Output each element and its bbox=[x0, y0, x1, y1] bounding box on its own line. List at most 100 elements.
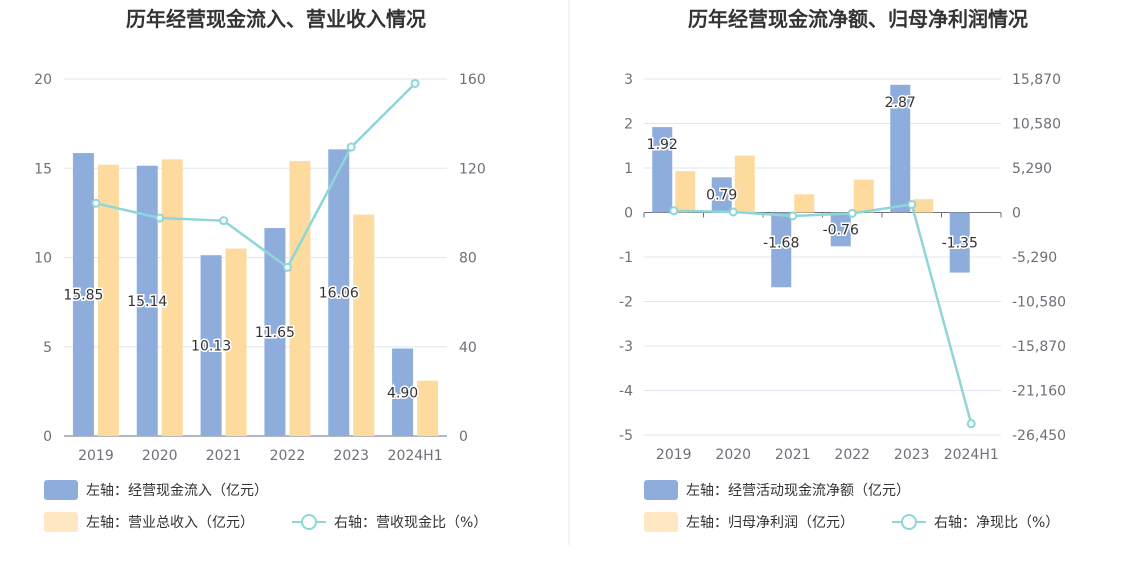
left-axis-tick-label: 10 bbox=[34, 251, 52, 267]
right-axis-tick-label: 40 bbox=[459, 340, 477, 356]
legend-item-revenue-cash-ratio[interactable]: 右轴：营收现金比（%） bbox=[292, 514, 487, 531]
legend-label-revenue-cash-ratio: 右轴：营收现金比（%） bbox=[334, 515, 487, 531]
line-point-2023[interactable] bbox=[346, 142, 356, 152]
line-point-2019[interactable] bbox=[669, 206, 679, 216]
right-axis-tick-label: 120 bbox=[459, 161, 486, 177]
x-axis-tick-label: 2019 bbox=[656, 447, 692, 463]
bar-data-label: 1.92 bbox=[647, 137, 678, 153]
x-axis-tick-label: 2023 bbox=[894, 447, 930, 463]
left-axis-tick-label: 2 bbox=[624, 117, 633, 133]
chart-right-axis-ticks: -5 -4 -3 -2 -1 0 1 2 3 -26,450 -21,160 -15,870 -10,5… bbox=[619, 72, 1066, 463]
right-axis-tick-label: 160 bbox=[459, 72, 486, 88]
legend-item-cash-inflow[interactable]: 左轴：经营现金流入（亿元） bbox=[44, 480, 268, 500]
bar-data-label: 10.13 bbox=[191, 339, 231, 355]
bar-data-label: 16.06 bbox=[319, 286, 359, 302]
bar-secondary-2019[interactable] bbox=[675, 171, 696, 213]
line-point-2024H1[interactable] bbox=[966, 419, 976, 429]
left-axis-tick-label: 1 bbox=[624, 161, 633, 177]
line-point-2023[interactable] bbox=[907, 199, 917, 209]
x-axis-tick-label: 2022 bbox=[834, 447, 870, 463]
legend-label-net-profit: 左轴：归母净利润（亿元） bbox=[686, 514, 854, 531]
bar-primary-2024H1[interactable] bbox=[949, 212, 970, 273]
bar-data-label: 15.85 bbox=[63, 288, 103, 304]
bar-primary-2021[interactable] bbox=[200, 255, 222, 436]
chart-right-bars bbox=[652, 84, 970, 288]
legend-swatch-total-revenue bbox=[44, 512, 78, 532]
right-axis-tick-label: -10,580 bbox=[1012, 295, 1066, 311]
bar-primary-2024H1[interactable] bbox=[392, 348, 414, 436]
bar-secondary-2021[interactable] bbox=[794, 194, 815, 213]
bar-data-label: 15.14 bbox=[127, 294, 167, 310]
legend-label-total-revenue: 左轴：营业总收入（亿元） bbox=[86, 515, 254, 531]
line-point-2020[interactable] bbox=[728, 207, 738, 217]
right-axis-tick-label: -26,450 bbox=[1012, 428, 1066, 444]
right-axis-tick-label: -5,290 bbox=[1012, 250, 1057, 266]
line-point-2024H1[interactable] bbox=[410, 78, 420, 88]
chart-right: 历年经营现金流净额、归母净利润情况 -5-4-3-2-10123-26,450-… bbox=[619, 7, 1066, 532]
bar-primary-2023[interactable] bbox=[328, 149, 350, 437]
bar-primary-2022[interactable] bbox=[264, 228, 286, 436]
bar-secondary-2023[interactable] bbox=[353, 214, 375, 436]
left-axis-tick-label: 0 bbox=[624, 206, 633, 222]
legend-item-net-cash-ratio[interactable]: 右轴：净现比（%） bbox=[892, 514, 1059, 531]
line-point-2019[interactable] bbox=[91, 198, 101, 208]
chart-right-line bbox=[669, 199, 976, 429]
bar-secondary-2019[interactable] bbox=[97, 164, 119, 436]
line-point-2022[interactable] bbox=[847, 208, 857, 218]
bar-secondary-2021[interactable] bbox=[225, 248, 247, 436]
right-axis-tick-label: -21,160 bbox=[1012, 384, 1066, 400]
bar-primary-2020[interactable] bbox=[136, 165, 158, 436]
chart-left-gridlines bbox=[64, 78, 447, 437]
legend-swatch-net-profit bbox=[644, 512, 678, 532]
legend-item-net-profit[interactable]: 左轴：归母净利润（亿元） bbox=[644, 512, 854, 532]
ratio-line bbox=[673, 203, 973, 424]
bar-primary-2021[interactable] bbox=[771, 212, 792, 288]
chart-left-title: 历年经营现金流入、营业收入情况 bbox=[126, 7, 426, 31]
right-axis-tick-label: 0 bbox=[1012, 206, 1021, 222]
chart-right-gridlines bbox=[644, 78, 1001, 436]
legend-item-net-operating-cash[interactable]: 左轴：经营活动现金流净额（亿元） bbox=[644, 480, 910, 500]
bar-data-label: 4.90 bbox=[387, 385, 418, 401]
chart-right-title: 历年经营现金流净额、归母净利润情况 bbox=[688, 7, 1028, 31]
x-axis-tick-label: 2024H1 bbox=[944, 447, 999, 463]
right-axis-tick-label: 0 bbox=[459, 429, 468, 445]
bar-primary-2019[interactable] bbox=[652, 127, 673, 213]
chart-left-axis-ticks: 0 5 10 15 20 0 40 80 120 160 2019 2020 2021 2022 2023 2… bbox=[34, 72, 486, 464]
bar-secondary-2022[interactable] bbox=[853, 179, 874, 213]
bar-data-label: -1.68 bbox=[763, 236, 799, 252]
x-axis-tick-label: 2023 bbox=[333, 448, 369, 464]
bar-data-label: -1.35 bbox=[942, 236, 978, 252]
right-axis-tick-label: 10,580 bbox=[1012, 117, 1061, 133]
bar-primary-2022[interactable] bbox=[830, 212, 851, 247]
bar-primary-2019[interactable] bbox=[72, 153, 94, 436]
chart-left-bars bbox=[72, 149, 439, 437]
bar-secondary-2023[interactable] bbox=[913, 199, 934, 213]
bar-data-label: 0.79 bbox=[706, 187, 737, 203]
x-axis-tick-label: 2019 bbox=[78, 448, 114, 464]
legend-label-net-operating-cash: 左轴：经营活动现金流净额（亿元） bbox=[686, 483, 910, 499]
line-point-2021[interactable] bbox=[788, 211, 798, 221]
bar-secondary-2020[interactable] bbox=[161, 159, 183, 436]
x-axis-tick-label: 2022 bbox=[270, 448, 306, 464]
bar-secondary-2020[interactable] bbox=[734, 155, 755, 213]
bar-data-label: 2.87 bbox=[885, 95, 916, 111]
right-axis-tick-label: 15,870 bbox=[1012, 72, 1061, 88]
right-axis-tick-label: -15,870 bbox=[1012, 339, 1066, 355]
legend-item-total-revenue[interactable]: 左轴：营业总收入（亿元） bbox=[44, 512, 254, 532]
right-axis-tick-label: 80 bbox=[459, 251, 477, 267]
left-axis-tick-label: 5 bbox=[43, 340, 52, 356]
line-point-2020[interactable] bbox=[155, 213, 165, 223]
legend-circle-icon bbox=[901, 514, 917, 530]
bar-primary-2020[interactable] bbox=[711, 177, 732, 213]
line-point-2021[interactable] bbox=[219, 216, 229, 226]
x-axis-tick-label: 2021 bbox=[206, 448, 242, 464]
line-point-2022[interactable] bbox=[282, 262, 292, 272]
chart-left-data-labels: 15.85 15.14 10.13 11.65 16.06 4.90 bbox=[62, 284, 420, 403]
bar-secondary-2024H1[interactable] bbox=[417, 380, 439, 436]
bar-secondary-2022[interactable] bbox=[289, 161, 311, 437]
chart-left-legend: 左轴：经营现金流入（亿元） 左轴：营业总收入（亿元） 右轴：营收现金比（%） bbox=[44, 480, 487, 532]
x-axis-tick-label: 2021 bbox=[775, 447, 811, 463]
bar-primary-2023[interactable] bbox=[890, 84, 911, 213]
x-axis-tick-label: 2020 bbox=[715, 447, 751, 463]
